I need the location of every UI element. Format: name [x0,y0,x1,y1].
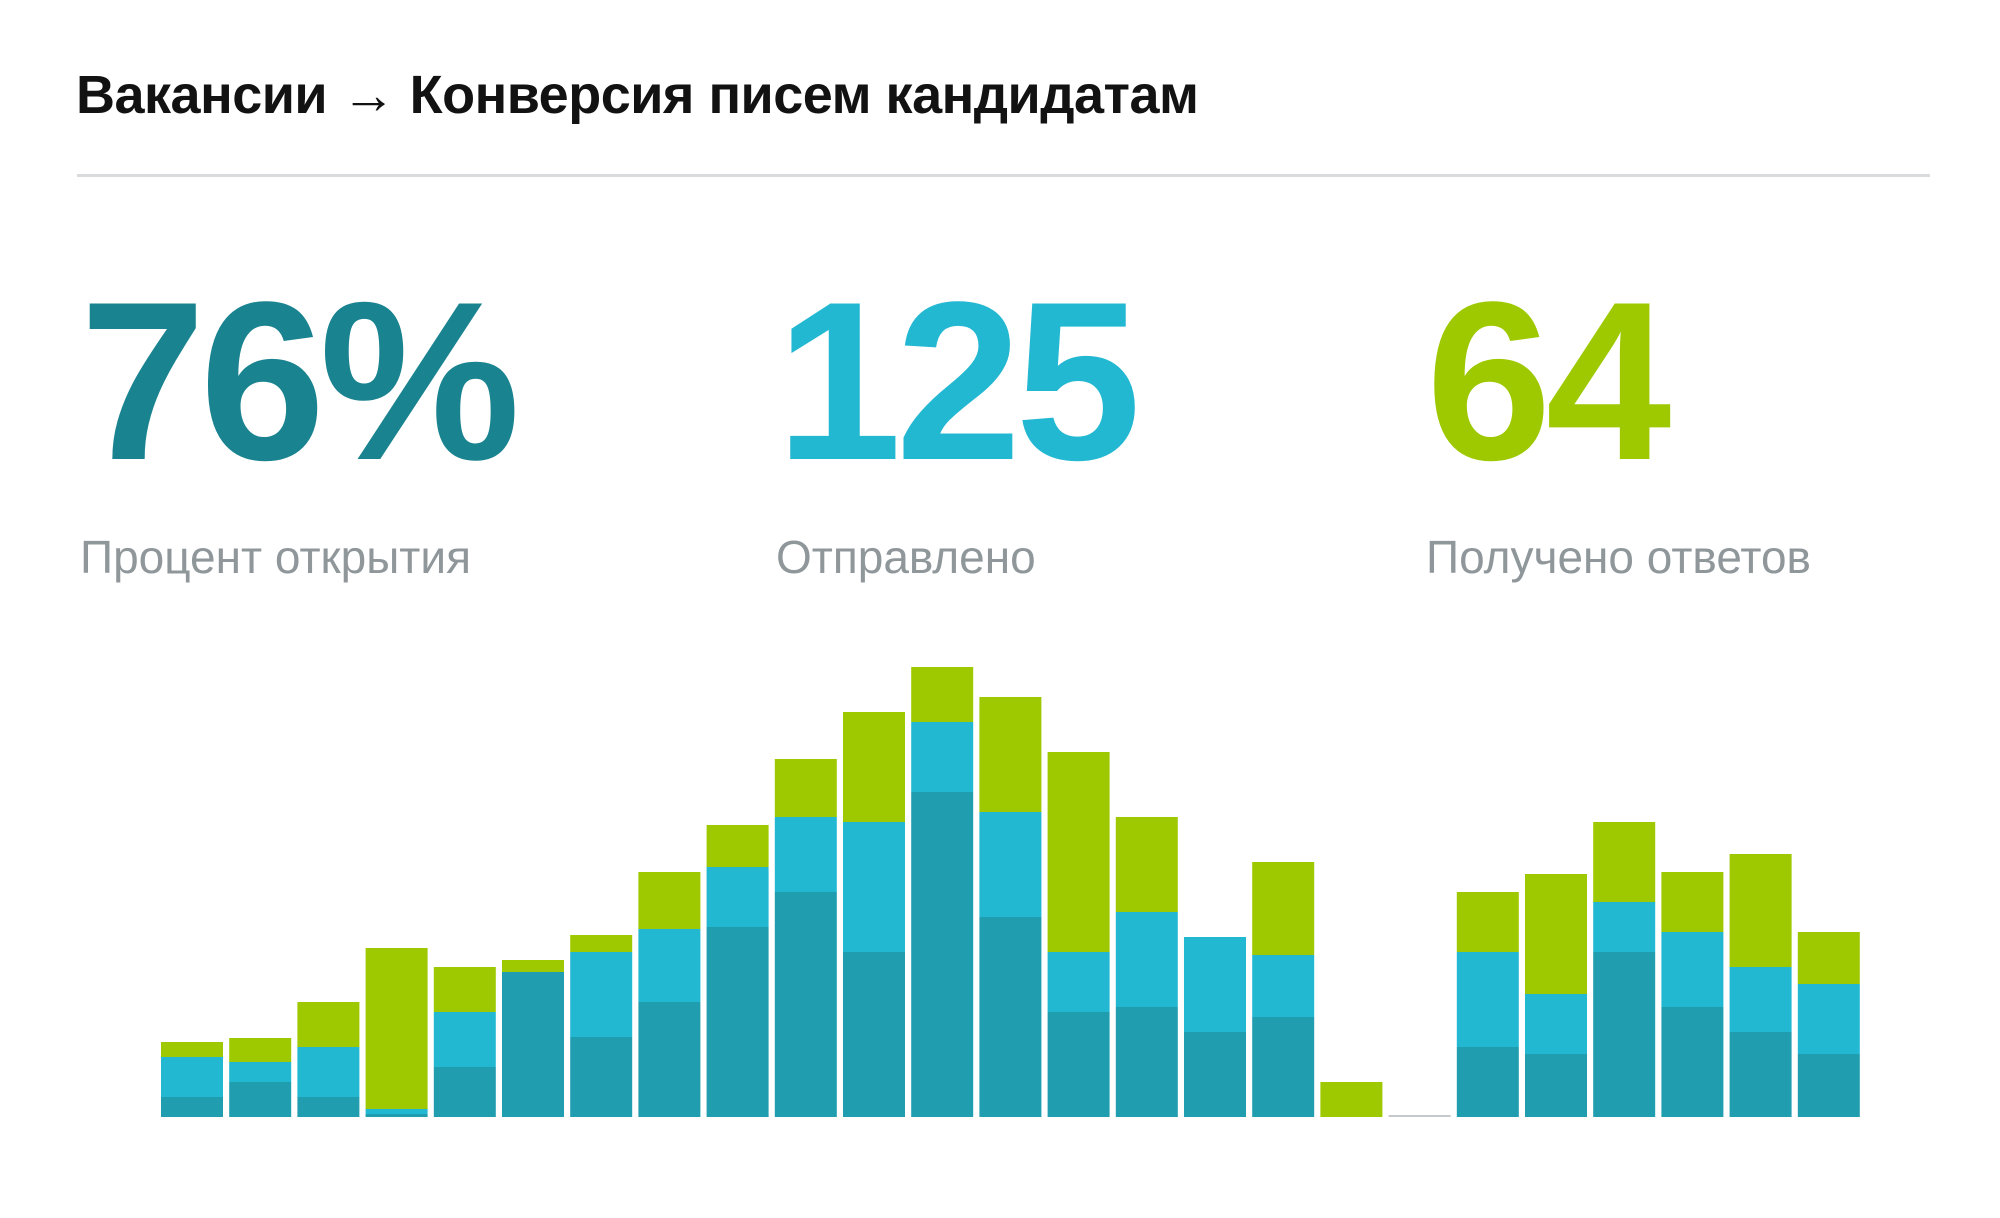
bar-segment [1456,892,1519,952]
bar-segment [843,952,905,1117]
bar-segment [1184,937,1246,1032]
bar-segment [979,917,1042,1117]
bar-segment [1661,872,1724,932]
bar-segment [1593,822,1656,902]
empty-bar-marker [1388,1115,1451,1117]
bar-segment [433,1067,496,1117]
bar-segment [1593,952,1656,1117]
bar-segment [297,1097,360,1117]
bar-segment [1115,912,1178,1007]
bar-segment [570,1037,633,1117]
bar-segment [774,759,837,817]
stacked-bar-chart [161,667,1860,1117]
bar-segment [1525,994,1587,1054]
bar-segment [161,1057,223,1097]
bar-segment [570,935,633,952]
bar-segment [433,1012,496,1067]
bar-segment [1184,1032,1246,1117]
bar-segment [911,722,974,792]
bar-segment [297,1047,360,1097]
bar-segment [1525,874,1587,994]
bar-segment [433,967,496,1012]
bar-segment [1252,955,1315,1017]
bar-segment [229,1062,292,1082]
bar-segment [774,892,837,1117]
metric-sent-label: Отправлено [776,531,1036,583]
bar-segment [1525,1054,1587,1117]
bar-segment [1320,1082,1383,1117]
bar-segment [1661,1007,1724,1117]
bar-segment [1797,1054,1860,1117]
page-title: Вакансии → Конверсия писем кандидатам [76,65,1199,125]
metric-replies-label: Получено ответов [1426,531,1811,583]
bar-segment [706,825,769,867]
bar-segment [1729,854,1792,967]
title-divider [77,174,1930,177]
bar-segment [365,948,428,1109]
bar-segment [1593,902,1656,952]
bar-segment [365,1114,428,1117]
metric-replies-value: 64 [1426,254,1671,507]
bar-segment [774,817,837,892]
bar-segment [1047,752,1110,952]
bar-segment [570,952,633,1037]
bar-segment [1115,817,1178,912]
bar-segment [1252,862,1315,955]
bar-segment [1797,932,1860,984]
bar-segment [502,972,564,1117]
bar-segment [1047,952,1110,1012]
metric-open-rate-value: 76% [80,254,520,507]
bar-segment [706,867,769,927]
metric-sent: 125 Отправлено [776,254,1141,584]
bar-segment [843,712,905,822]
bar-segment [297,1002,360,1047]
metric-sent-value: 125 [776,254,1141,507]
bar-segment [1456,952,1519,1047]
bar-segment [365,1109,428,1114]
bar-segment [161,1097,223,1117]
bar-segment [1252,1017,1315,1117]
bar-segment [1456,1047,1519,1117]
bar-segment [1797,984,1860,1054]
bar-segment [1047,1012,1110,1117]
bar-segment [161,1042,223,1057]
metric-open-rate-label: Процент открытия [80,531,471,583]
bar-segment [979,697,1042,812]
bar-segment [229,1038,292,1062]
bar-segment [502,960,564,972]
bar-segment [638,1002,701,1117]
metric-replies: 64 Получено ответов [1426,268,1811,584]
bar-segment [911,667,974,722]
bar-segment [229,1082,292,1117]
bar-segment [1661,932,1724,1007]
bar-segment [638,929,701,1002]
bar-segment [638,872,701,929]
bar-segment [979,812,1042,917]
bar-segment [843,822,905,952]
bar-segment [1729,967,1792,1032]
bar-segment [1729,1032,1792,1117]
bar-segment [1115,1007,1178,1117]
bar-segment [706,927,769,1117]
bar-segment [911,792,974,1117]
metric-open-rate: 76% Процент открытия [80,254,520,584]
